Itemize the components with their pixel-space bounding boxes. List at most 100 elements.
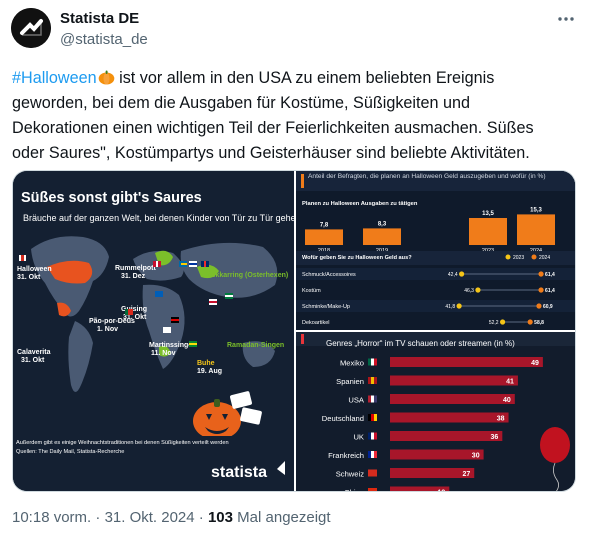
tweet-time[interactable]: 10:18 vorm. [12,509,92,526]
dot-2023 [456,303,462,309]
horror-chart: Genres „Horror“ im TV schauen oder strea… [296,332,575,492]
legend-2024-marker [531,254,537,260]
horror-category-label: China [344,488,365,492]
label-guising: Guising [121,306,147,313]
author-name[interactable]: Statista DE [60,10,140,27]
horror-bar-value: 36 [491,434,499,441]
tweet-meta: 10:18 vorm. · 31. Okt. 2024 · 103 Mal an… [12,509,331,526]
spend-bar-value: 8,3 [378,221,387,227]
map-footnote: Außerdem gibt es einige Weihnachtstradit… [16,440,229,446]
label-halloween: Halloween [17,266,52,273]
map-subtitle: Bräuche auf der ganzen Welt, bei denen K… [23,213,294,223]
dot-category-label: Schminke/Make-Up [302,304,350,310]
tweet-line-2: geworden, bei dem die Ausgaben für Kostü… [12,94,471,112]
jack-o-lantern-icon [193,391,262,440]
horror-category-label: Spanien [336,377,364,386]
horror-title: Genres „Horror“ im TV schauen oder strea… [326,339,515,348]
horror-bar-value: 30 [472,453,480,460]
spend-bar-subtitle: Planen zu Halloween Ausgaben zu tätigen [302,201,418,207]
label-martinssingen: Martinssingen [149,342,196,349]
label-buhe-date: 19. Aug [197,368,222,375]
dot-2023 [499,319,506,325]
horror-bar-value: 38 [497,416,505,423]
dot-2024-label: 61,4 [545,288,555,294]
label-rummelpott: Rummelpott [115,265,157,272]
dot-2024-label: 60,9 [543,304,553,310]
author-handle[interactable]: @statista_de [60,31,148,48]
svg-text:Bräuche auf der ganzen Welt, b: Bräuche auf der ganzen Welt, bei denen K… [23,213,294,223]
country-flag-icon [368,469,371,477]
dot-category-label: Kostüm [302,288,321,294]
legend-2023-marker [505,254,511,260]
tweet-date[interactable]: 31. Okt. 2024 [104,509,195,526]
dot-2023 [459,271,465,277]
label-calaverita: Calaverita [17,349,51,356]
world-map-graphic: Süßes sonst gibt's Saures Bräuche auf de… [13,171,294,491]
horror-category-label: Frankreich [328,451,364,460]
horror-infographic[interactable]: Genres „Horror“ im TV schauen oder strea… [296,332,575,492]
dot-2024 [536,303,542,309]
horror-bar [390,394,515,404]
spending-infographic[interactable]: Anteil der Befragten, die planen an Hall… [296,171,575,330]
spend-bar-value: 13,5 [482,211,494,217]
label-paopordeus: Pão-por-Deus [89,318,135,325]
spend-bar [517,214,555,245]
dot-2024-label: 61,4 [545,272,555,278]
spend-bar-value: 7,8 [320,222,329,228]
dot-2023 [475,287,481,293]
legend-2023-label: 2023 [513,255,524,261]
horror-bar [390,375,518,386]
spend-bar [363,228,401,245]
label-rummelpott-date: 31. Dez [121,273,146,280]
horror-bar [390,357,543,367]
label-paopordeus-date: 1. Nov [97,326,118,333]
country-flag-icon [368,488,371,491]
horror-bar-value: 41 [506,379,514,386]
statista-wordmark: statista [211,464,267,481]
label-ramadan: Ramadan-Singen [227,342,284,349]
dot-2023-label: 41,8 [445,304,455,310]
horror-bar [390,449,484,460]
horror-bar [390,431,503,441]
dot-2024 [538,287,544,293]
country-flag-icon [368,451,371,458]
flag-icons [19,255,233,347]
spend-dot-title: Wofür geben Sie zu Halloween Geld aus? [302,255,412,261]
country-flag-icon [368,395,371,403]
country-flag-icon [368,377,371,384]
dot-2023-label: 52,2 [489,320,499,326]
view-count: 103 [207,509,233,526]
tweet-line-3: Dekorationen einen wichtigen Teil der Fe… [12,119,534,137]
spend-bar [469,218,507,245]
horror-bar-value: 40 [503,397,511,404]
legend-2024-label: 2024 [539,255,550,261]
spend-title: Anteil der Befragten, die planen an Hall… [308,173,546,180]
map-infographic[interactable]: Süßes sonst gibt's Saures Bräuche auf de… [13,171,294,491]
country-flag-icon [368,432,371,440]
horror-category-label: UK [353,433,364,442]
label-buhe: Buhe [197,360,215,367]
media-grid[interactable]: Süßes sonst gibt's Saures Bräuche auf de… [12,170,576,492]
spend-bar [305,229,343,245]
country-flag-icon [368,414,371,421]
dot-2024 [527,319,533,325]
label-paskkarring: Påskkarring (Osterhexen) [203,271,288,279]
spending-chart: Anteil der Befragten, die planen an Hall… [296,171,575,330]
dot-2024 [538,271,544,277]
red-balloon-icon [540,427,570,491]
view-label: Mal angezeigt [237,509,331,526]
dot-2023-label: 42,4 [448,272,458,278]
avatar[interactable] [11,8,51,48]
horror-bar [390,468,475,478]
tweet-line-1: ist vor allem in den USA zu einem belieb… [119,69,495,87]
statista-logo-icon [11,8,51,48]
label-martinssingen-date: 11. Nov [151,350,176,357]
hashtag-link[interactable]: #Halloween [12,69,97,87]
label-calaverita-date: 31. Okt [21,357,45,364]
more-options-icon[interactable] [556,9,576,29]
statista-mark-icon [277,461,285,475]
horror-category-label: USA [348,396,365,405]
dot-category-label: Dekoartikel [302,320,330,326]
horror-category-label: Schweiz [336,470,364,479]
map-source: Quellen: The Daily Mail, Statista-Recher… [16,449,124,455]
